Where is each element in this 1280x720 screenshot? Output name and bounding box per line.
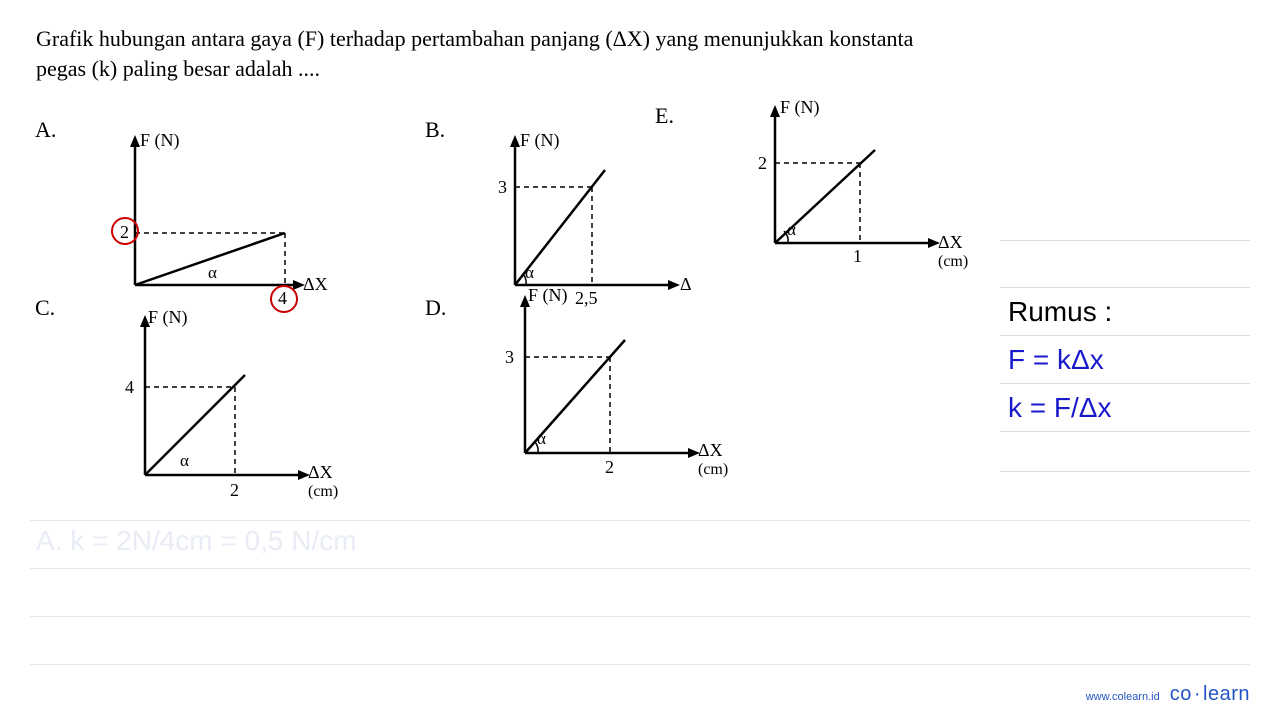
notes-title-row: Rumus : [1000, 288, 1250, 336]
graph-c-xlabel-dx: ΔX [308, 462, 333, 482]
option-a-label: A. [35, 117, 56, 143]
graph-b-ylabel: F (N) [520, 130, 560, 151]
graph-d: F (N) ΔX (cm) 3 2 α [470, 285, 740, 485]
rule-line-2 [30, 568, 1250, 569]
formula-2: k = F/Δx [1008, 392, 1112, 424]
footer-logo: co·learn [1170, 683, 1250, 706]
graph-a-xlabel: ΔX [303, 275, 328, 293]
graphs-container: A. F (N) ΔX 2 4 α B. [30, 95, 990, 515]
graph-d-yvalue: 3 [505, 347, 514, 368]
graph-e: F (N) ΔX (cm) 2 1 α [720, 95, 980, 280]
rule-line-4 [30, 664, 1250, 665]
graph-d-xlabel-dx: ΔX [698, 440, 723, 460]
graph-a-svg [90, 125, 320, 305]
notes-title: Rumus : [1008, 296, 1112, 328]
graph-e-yvalue: 2 [758, 153, 767, 174]
graph-a-ylabel: F (N) [140, 130, 180, 151]
graph-a-alpha: α [208, 263, 217, 283]
graph-b-alpha: α [525, 263, 534, 283]
graph-d-xlabel: ΔX (cm) [698, 441, 728, 478]
graph-e-xlabel-dx: ΔX [938, 232, 963, 252]
notes-blank-row2 [1000, 432, 1250, 472]
graph-e-ylabel: F (N) [780, 97, 820, 118]
graph-e-xlabel: ΔX (cm) [938, 233, 968, 270]
circle-a-y [111, 217, 139, 245]
option-e-label: E. [655, 103, 674, 129]
graph-e-xlabel-cm: (cm) [938, 253, 968, 270]
rule-line-3 [30, 616, 1250, 617]
option-b-label: B. [425, 117, 445, 143]
logo-dot: · [1192, 683, 1203, 705]
footer: www.colearn.id co·learn [1086, 683, 1250, 706]
notes-blank-row [1000, 240, 1250, 288]
graph-b-svg [470, 125, 700, 305]
graph-d-ylabel: F (N) [528, 285, 568, 306]
footer-url: www.colearn.id [1086, 691, 1160, 703]
question-text: Grafik hubungan antara gaya (F) terhadap… [36, 24, 936, 83]
notes-formula1-row: F = kΔx [1000, 336, 1250, 384]
faded-answer: A. k = 2N/4cm = 0,5 N/cm [36, 525, 357, 557]
graph-d-xvalue: 2 [605, 457, 614, 478]
graph-d-alpha: α [537, 429, 546, 449]
graph-d-xlabel-cm: (cm) [698, 461, 728, 478]
graph-b-yvalue: 3 [498, 177, 507, 198]
option-c-label: C. [35, 295, 55, 321]
graph-c-xlabel: ΔX (cm) [308, 463, 338, 500]
graph-e-alpha: α [787, 220, 796, 240]
graph-c-yvalue: 4 [125, 377, 134, 398]
formula-1: F = kΔx [1008, 344, 1104, 376]
logo-part2: learn [1203, 683, 1250, 705]
option-d-label: D. [425, 295, 446, 321]
graph-c-xlabel-cm: (cm) [308, 483, 338, 500]
graph-e-xvalue: 1 [853, 246, 862, 267]
graph-c-ylabel: F (N) [148, 307, 188, 328]
graph-c: F (N) ΔX (cm) 4 2 α [90, 305, 350, 505]
graph-b: F (N) Δ 3 2,5 α [470, 125, 700, 305]
notes-panel: Rumus : F = kΔx k = F/Δx [1000, 240, 1250, 472]
graph-c-alpha: α [180, 451, 189, 471]
graph-c-xvalue: 2 [230, 480, 239, 501]
graph-a: F (N) ΔX 2 4 α [90, 125, 320, 305]
logo-part1: co [1170, 683, 1192, 705]
rule-line-1 [30, 520, 1250, 521]
notes-formula2-row: k = F/Δx [1000, 384, 1250, 432]
